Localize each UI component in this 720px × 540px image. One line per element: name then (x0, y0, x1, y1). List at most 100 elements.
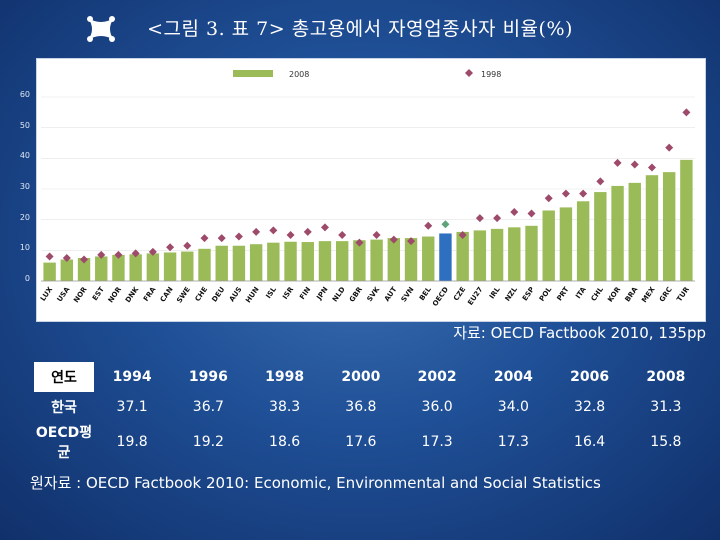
bar-2008 (60, 259, 74, 281)
bar-2008 (456, 231, 469, 281)
bar-2008 (232, 245, 246, 281)
bar-2008 (215, 245, 228, 281)
bar-2008 (611, 185, 624, 281)
marker-1998 (630, 160, 639, 169)
legend-label-1998: 1998 (481, 70, 501, 79)
table-cell: 18.6 (269, 434, 301, 450)
marker-1998 (665, 143, 674, 152)
marker-1998 (389, 235, 398, 244)
bar-2008 (112, 254, 125, 281)
x-tick-label: BRA (624, 285, 640, 303)
table-header-label: 연도 (34, 362, 94, 392)
marker-1998 (286, 231, 295, 239)
x-tick-label: DNK (124, 285, 141, 304)
bar-2008 (662, 172, 676, 281)
marker-1998 (441, 220, 450, 229)
x-tick-label: CZE (452, 285, 467, 302)
table-cell: 17.6 (345, 434, 377, 450)
marker-1998 (131, 249, 140, 258)
bar-2008 (439, 233, 452, 281)
marker-1998 (320, 223, 329, 232)
x-tick-label: DEU (210, 285, 226, 303)
marker-1998 (97, 250, 106, 259)
marker-1998 (579, 189, 588, 198)
x-tick-label: AUT (383, 285, 399, 303)
x-tick-label: CAN (159, 285, 175, 303)
table-cell: 32.8 (574, 399, 606, 415)
bar-2008 (284, 241, 297, 281)
bar-2008 (353, 240, 366, 281)
marker-1998 (407, 237, 416, 246)
bar-2008 (490, 228, 504, 281)
bar-2008 (422, 236, 435, 281)
x-tick-label: JPN (315, 285, 330, 302)
bar-2008 (594, 192, 607, 281)
y-axis-tick-label: 10 (19, 243, 30, 253)
x-tick-label: POL (538, 285, 554, 303)
marker-1998 (303, 227, 312, 236)
x-tick-label: NOR (72, 285, 89, 304)
marker-1998 (166, 243, 175, 252)
bar-2008 (163, 252, 177, 281)
table-cell: 36.8 (345, 399, 377, 415)
table-cell: 36.7 (192, 399, 224, 415)
marker-1998 (372, 231, 381, 239)
x-tick-label: BEL (418, 285, 433, 302)
x-tick-label: LUX (39, 285, 55, 303)
marker-1998 (596, 177, 605, 186)
x-tick-label: USA (56, 285, 72, 303)
bar-2008 (267, 242, 280, 281)
marker-1998 (682, 108, 691, 117)
x-tick-label: SWE (175, 285, 192, 304)
x-tick-label: NOR (107, 285, 124, 304)
bar-2008 (542, 210, 555, 281)
x-tick-label: PRT (555, 285, 570, 302)
bar-2008 (43, 262, 56, 281)
table-year-header: 2008 (646, 369, 686, 385)
x-tick-label: SVN (400, 285, 416, 303)
y-axis-tick-label: 0 (24, 274, 30, 283)
table-row-label: OECD평균 (35, 425, 93, 461)
slide-title: <그림 3. 표 7> 총고용에서 자영업종사자 비율(%) (147, 18, 573, 40)
table-row-label: 한국 (51, 400, 77, 416)
legend-label-2008: 2008 (289, 70, 309, 79)
y-axis-tick-label: 40 (19, 151, 30, 161)
bar-2008 (198, 248, 211, 281)
table-cell: 17.3 (421, 434, 453, 450)
bar-2008 (370, 239, 383, 281)
table-cell: 36.0 (421, 399, 453, 415)
bar-2008 (645, 175, 659, 281)
marker-1998 (217, 234, 226, 243)
table-year-header: 1994 (112, 369, 152, 385)
table-cell: 15.8 (650, 434, 682, 450)
bar-2008 (525, 225, 538, 281)
x-tick-label: SVK (366, 285, 382, 303)
bar-2008 (680, 159, 693, 281)
y-axis-tick-label: 50 (19, 120, 30, 130)
x-tick-label: ISL (264, 285, 278, 300)
table-header-row: 연도 1994 1996 1998 2000 2002 2004 2006 2008 (34, 362, 704, 392)
marker-1998 (493, 214, 502, 223)
table-year-header: 1996 (188, 369, 228, 385)
bar-2008 (508, 227, 521, 281)
x-tick-label: FIN (298, 285, 312, 301)
table-cell: 19.2 (192, 434, 224, 450)
table-cell: 37.1 (116, 399, 148, 415)
x-tick-label: ISR (281, 285, 295, 301)
x-tick-label: CHL (590, 285, 606, 303)
x-tick-label: NZL (504, 285, 520, 303)
table-cell: 19.8 (116, 434, 148, 450)
bar-2008 (318, 241, 332, 281)
x-tick-label: KOR (606, 285, 622, 304)
source-note: 자료: OECD Factbook 2010, 135pp (453, 324, 706, 342)
marker-1998 (561, 189, 570, 198)
marker-1998 (338, 231, 347, 239)
marker-1998 (613, 158, 622, 167)
table-year-header: 2004 (493, 369, 533, 385)
marker-1998 (424, 221, 433, 230)
table-cell: 31.3 (650, 399, 682, 415)
table-cell: 17.3 (497, 434, 529, 450)
data-table: 연도 1994 1996 1998 2000 2002 2004 2006 2008 한국 37.1… (34, 362, 704, 462)
bar-2008 (181, 251, 194, 281)
marker-1998 (510, 208, 519, 216)
